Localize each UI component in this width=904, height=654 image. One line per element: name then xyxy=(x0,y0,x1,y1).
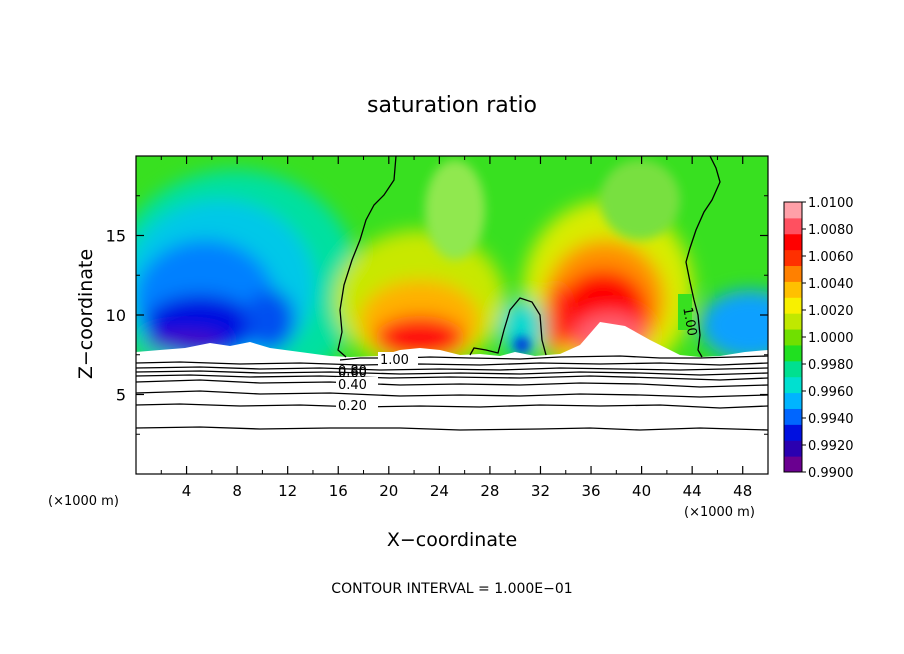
colorbar-label: 1.0020 xyxy=(808,304,854,319)
blue-bubble-core xyxy=(514,337,530,353)
x-tick-label: 20 xyxy=(379,482,398,500)
colorbar-swatch xyxy=(784,408,802,425)
x-tick-label: 16 xyxy=(329,482,348,500)
x-units-left: (×1000 m) xyxy=(48,494,119,509)
heatmap-field xyxy=(136,170,768,400)
contour-label-0-20: 0.20 xyxy=(338,399,367,414)
colorbar-label: 0.9960 xyxy=(808,385,854,400)
x-tick-label: 40 xyxy=(632,482,651,500)
contour-label-0-40: 0.40 xyxy=(338,378,367,393)
blue-region-left-2 xyxy=(245,290,295,350)
colorbar-swatch xyxy=(784,233,802,251)
contour-0-60 xyxy=(136,374,768,381)
contour-label-0-60: 0.60 xyxy=(338,366,367,381)
light-green-band-center xyxy=(425,160,485,260)
contour-label-1-00-right: 1.00 xyxy=(679,306,699,337)
colorbar-swatch xyxy=(784,217,802,235)
colorbar-swatch xyxy=(784,392,802,409)
light-green-band-right xyxy=(600,160,680,240)
colorbar-label: 0.9920 xyxy=(808,439,854,454)
colorbar-swatch xyxy=(784,376,802,394)
y-tick-label: 5 xyxy=(116,386,126,405)
x-tick-label: 8 xyxy=(232,482,242,500)
plot-area xyxy=(136,156,768,474)
contour-1-00-center xyxy=(337,156,397,358)
x-tick-label: 44 xyxy=(683,482,702,500)
x-tick-label: 24 xyxy=(430,482,449,500)
contour-0-20 xyxy=(136,426,768,431)
y-tick-label: 15 xyxy=(106,227,126,246)
colorbar-swatch xyxy=(784,297,802,314)
red-plume-center xyxy=(375,316,465,360)
x-tick-label: 4 xyxy=(182,482,192,500)
contour-1-00-right xyxy=(685,156,721,358)
colorbar-label: 0.9900 xyxy=(808,466,854,481)
colorbar-swatch xyxy=(784,456,802,473)
contour-0-90 xyxy=(136,361,768,366)
contour-1-00-bubble xyxy=(469,297,547,356)
contour-0-80 xyxy=(136,366,768,371)
x-tick-label: 28 xyxy=(480,482,499,500)
contour-label-bg-3 xyxy=(336,398,378,412)
contour-interval-footer: CONTOUR INTERVAL = 1.000E−01 xyxy=(331,581,572,597)
cyan-bubble xyxy=(500,300,544,356)
colorbar-swatch xyxy=(784,249,802,267)
colorbar-label: 1.0060 xyxy=(808,250,854,265)
contour-label-bg-4 xyxy=(678,294,692,330)
contour-label-1-00-center: 1.00 xyxy=(380,353,409,368)
red-plume-narrow xyxy=(546,285,566,355)
blue-region-right xyxy=(700,290,768,360)
x-tick-label: 48 xyxy=(733,482,752,500)
colorbar-label: 0.9940 xyxy=(808,412,854,427)
lower-boundary-mask xyxy=(136,322,768,474)
x-tick-label: 36 xyxy=(581,482,600,500)
colorbar-swatch xyxy=(784,424,802,441)
contour-0-30 xyxy=(136,403,768,409)
contour-0-40 xyxy=(136,390,768,398)
contour-lines xyxy=(136,156,768,431)
colorbar-swatch xyxy=(784,281,802,298)
contour-label-0-80: 0.80 xyxy=(338,364,367,379)
colorbar-label: 1.0080 xyxy=(808,223,854,238)
colorbar-swatch xyxy=(784,344,802,362)
colorbar-label: 0.9980 xyxy=(808,358,854,373)
colorbar-swatch xyxy=(784,313,802,330)
y-axis-label: Z−coordinate xyxy=(75,249,97,379)
y-tick-label: 10 xyxy=(106,306,126,325)
contour-0-50 xyxy=(136,379,768,388)
colorbar-label: 1.0000 xyxy=(808,331,854,346)
colorbar-swatch xyxy=(784,440,802,457)
x-tick-label: 12 xyxy=(278,482,297,500)
colorbar: 1.0100 1.0080 1.0060 1.0040 1.0020 1.0000 0.99… xyxy=(783,196,854,481)
colorbar-swatch xyxy=(784,265,802,282)
contour-label-bg-1 xyxy=(378,352,418,366)
colorbar-swatch xyxy=(784,360,802,378)
x-tick-label: 32 xyxy=(531,482,550,500)
x-axis-label: X−coordinate xyxy=(387,529,517,551)
colorbar-label: 1.0040 xyxy=(808,277,854,292)
chart-title: saturation ratio xyxy=(367,93,537,118)
contour-label-bg-2 xyxy=(336,377,378,391)
colorbar-swatch xyxy=(784,329,802,346)
contour-0-70 xyxy=(136,370,768,376)
colorbar-label: 1.0100 xyxy=(808,196,854,211)
colorbar-swatch xyxy=(784,202,802,219)
x-units-right: (×1000 m) xyxy=(684,505,755,520)
